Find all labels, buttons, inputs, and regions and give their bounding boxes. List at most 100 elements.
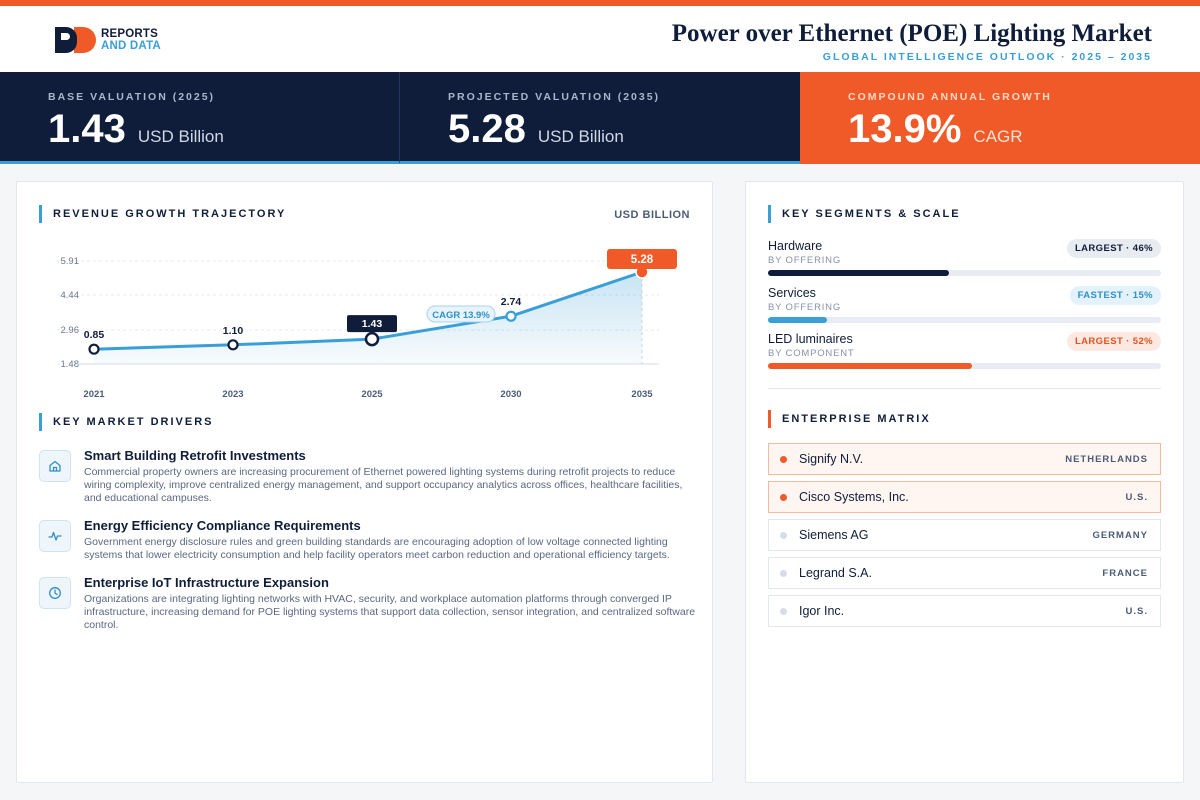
segment-category: BY OFFERING: [768, 302, 842, 313]
chart-unit-label: USD BILLION: [614, 209, 690, 221]
chart-area-fill: [94, 272, 642, 364]
segment-fill-bar: [768, 317, 827, 323]
driver-description: Commercial property owners are increasin…: [84, 466, 683, 504]
data-label: 0.85: [84, 329, 105, 341]
driver-item: Enterprise IoT Infrastructure Expansion …: [39, 575, 699, 632]
data-point: [227, 339, 239, 351]
matrix-row[interactable]: Cisco Systems, Inc. U.S.: [768, 481, 1161, 513]
driver-title: Energy Efficiency Compliance Requirement…: [84, 518, 361, 533]
drivers-list: Smart Building Retrofit Investments Comm…: [39, 448, 699, 645]
driver-title: Smart Building Retrofit Investments: [84, 448, 306, 463]
driver-description: Organizations are integrating lighting n…: [84, 593, 696, 631]
y-tick-label: 2.96: [61, 325, 80, 336]
cagr-callout: CAGR 13.9%: [426, 305, 496, 323]
kpi-label: PROJECTED VALUATION (2035): [448, 91, 661, 103]
segment-badge: FASTEST · 15%: [1069, 286, 1161, 305]
kpi-unit: USD Billion: [537, 127, 624, 146]
data-label: 5.28: [631, 254, 654, 266]
kpi-unit: CAGR: [973, 127, 1023, 146]
y-tick-label: 1.48: [61, 359, 80, 370]
home-icon: [39, 450, 71, 482]
drivers-section-title: KEY MARKET DRIVERS: [53, 416, 214, 428]
segment-led-luminaires: LED luminaires BY COMPONENT LARGEST · 52…: [768, 332, 1161, 369]
kpi-projected-valuation: PROJECTED VALUATION (2035) 5.28 USD Bill…: [400, 72, 800, 164]
logo-line-2: AND DATA: [101, 40, 161, 52]
segments-section-title: KEY SEGMENTS & SCALE: [782, 208, 961, 220]
matrix-row[interactable]: Signify N.V. NETHERLANDS: [768, 443, 1161, 475]
revenue-chart: 5.91 4.44 2.96 1.48 CAGR 13.9% 2021 2023 2025…: [57, 248, 677, 400]
company-name: Siemens AG: [799, 528, 869, 542]
driver-title: Enterprise IoT Infrastructure Expansion: [84, 575, 329, 590]
x-tick-label: 2021: [83, 389, 105, 400]
company-country: U.S.: [1125, 491, 1148, 503]
section-divider: [768, 388, 1161, 389]
company-name: Signify N.V.: [799, 452, 864, 466]
matrix-row[interactable]: Siemens AG GERMANY: [768, 519, 1161, 551]
reports-and-data-logo[interactable]: REPORTS AND DATA: [55, 27, 161, 53]
kpi-cagr: COMPOUND ANNUAL GROWTH 13.9% CAGR: [800, 72, 1200, 164]
matrix-row[interactable]: Legrand S.A. FRANCE: [768, 557, 1161, 589]
pulse-icon: [39, 520, 71, 552]
logo-line-1: REPORTS: [101, 28, 158, 40]
data-point: [88, 343, 100, 355]
segment-name: LED luminaires: [768, 332, 853, 346]
segment-badge: LARGEST · 52%: [1066, 332, 1161, 351]
driver-item: Smart Building Retrofit Investments Comm…: [39, 448, 699, 505]
segment-hardware: Hardware BY OFFERING LARGEST · 46%: [768, 239, 1161, 276]
kpi-label: COMPOUND ANNUAL GROWTH: [848, 91, 1052, 103]
page-header: REPORTS AND DATA Power over Ethernet (PO…: [0, 6, 1200, 72]
kpi-value: 13.9%: [848, 107, 962, 151]
status-dot-icon: [780, 531, 787, 539]
y-tick-label: 5.91: [61, 256, 80, 267]
matrix-row[interactable]: Igor Inc. U.S.: [768, 595, 1161, 627]
segment-name: Services: [768, 286, 816, 300]
revenue-section-title: REVENUE GROWTH TRAJECTORY: [53, 208, 287, 220]
segment-services: Services BY OFFERING FASTEST · 15%: [768, 286, 1161, 323]
title-block: Power over Ethernet (POE) Lighting Marke…: [672, 20, 1152, 63]
company-country: NETHERLANDS: [1065, 453, 1148, 465]
driver-description: Government energy disclosure rules and g…: [84, 536, 670, 561]
company-name: Cisco Systems, Inc.: [799, 490, 909, 504]
status-dot-icon: [780, 607, 787, 615]
company-country: GERMANY: [1092, 529, 1148, 541]
page-subtitle: GLOBAL INTELLIGENCE OUTLOOK · 2025 – 203…: [822, 51, 1152, 63]
top-accent-bar: [0, 0, 1200, 6]
segment-fill-bar: [768, 270, 949, 276]
revenue-section-header: REVENUE GROWTH TRAJECTORY: [39, 205, 286, 223]
company-name: Igor Inc.: [799, 604, 845, 618]
x-tick-label: 2023: [222, 389, 243, 400]
y-tick-label: 4.44: [61, 290, 80, 301]
section-accent-bar: [39, 413, 42, 431]
segment-badge: LARGEST · 46%: [1066, 239, 1161, 258]
segments-section-header: KEY SEGMENTS & SCALE: [768, 205, 961, 223]
driver-item: Energy Efficiency Compliance Requirement…: [39, 518, 699, 562]
segment-track: [768, 270, 1161, 276]
matrix-section-header: ENTERPRISE MATRIX: [768, 410, 931, 428]
status-dot-icon: [780, 455, 787, 463]
page-title: Power over Ethernet (POE) Lighting Marke…: [671, 20, 1152, 47]
section-accent-bar: [768, 205, 771, 223]
clock-icon: [39, 577, 71, 609]
logo-mark-icon: [55, 27, 97, 53]
cagr-callout-label: CAGR 13.9%: [432, 310, 490, 321]
left-panel: REVENUE GROWTH TRAJECTORY USD BILLION 5.…: [16, 181, 713, 783]
kpi-base-valuation: BASE VALUATION (2025) 1.43 USD Billion: [0, 72, 400, 164]
segment-track: [768, 317, 1161, 323]
x-tick-label: 2035: [631, 389, 653, 400]
status-dot-icon: [780, 569, 787, 577]
drivers-section-header: KEY MARKET DRIVERS: [39, 413, 213, 431]
kpi-unit: USD Billion: [137, 127, 224, 146]
data-label-badge: [607, 248, 677, 269]
x-tick-label: 2030: [500, 389, 521, 400]
matrix-section-title: ENTERPRISE MATRIX: [782, 413, 931, 425]
segment-category: BY COMPONENT: [768, 348, 855, 359]
data-label: 1.10: [223, 325, 244, 337]
kpi-strip: BASE VALUATION (2025) 1.43 USD Billion P…: [0, 72, 1200, 164]
segment-name: Hardware: [768, 239, 823, 253]
right-panel: KEY SEGMENTS & SCALE Hardware BY OFFERIN…: [745, 181, 1184, 783]
data-point: [505, 310, 517, 322]
company-country: FRANCE: [1102, 567, 1148, 579]
kpi-value: 1.43: [48, 107, 126, 151]
segment-fill-bar: [768, 363, 973, 369]
enterprise-matrix: Signify N.V. NETHERLANDS Cisco Systems, …: [768, 443, 1161, 633]
